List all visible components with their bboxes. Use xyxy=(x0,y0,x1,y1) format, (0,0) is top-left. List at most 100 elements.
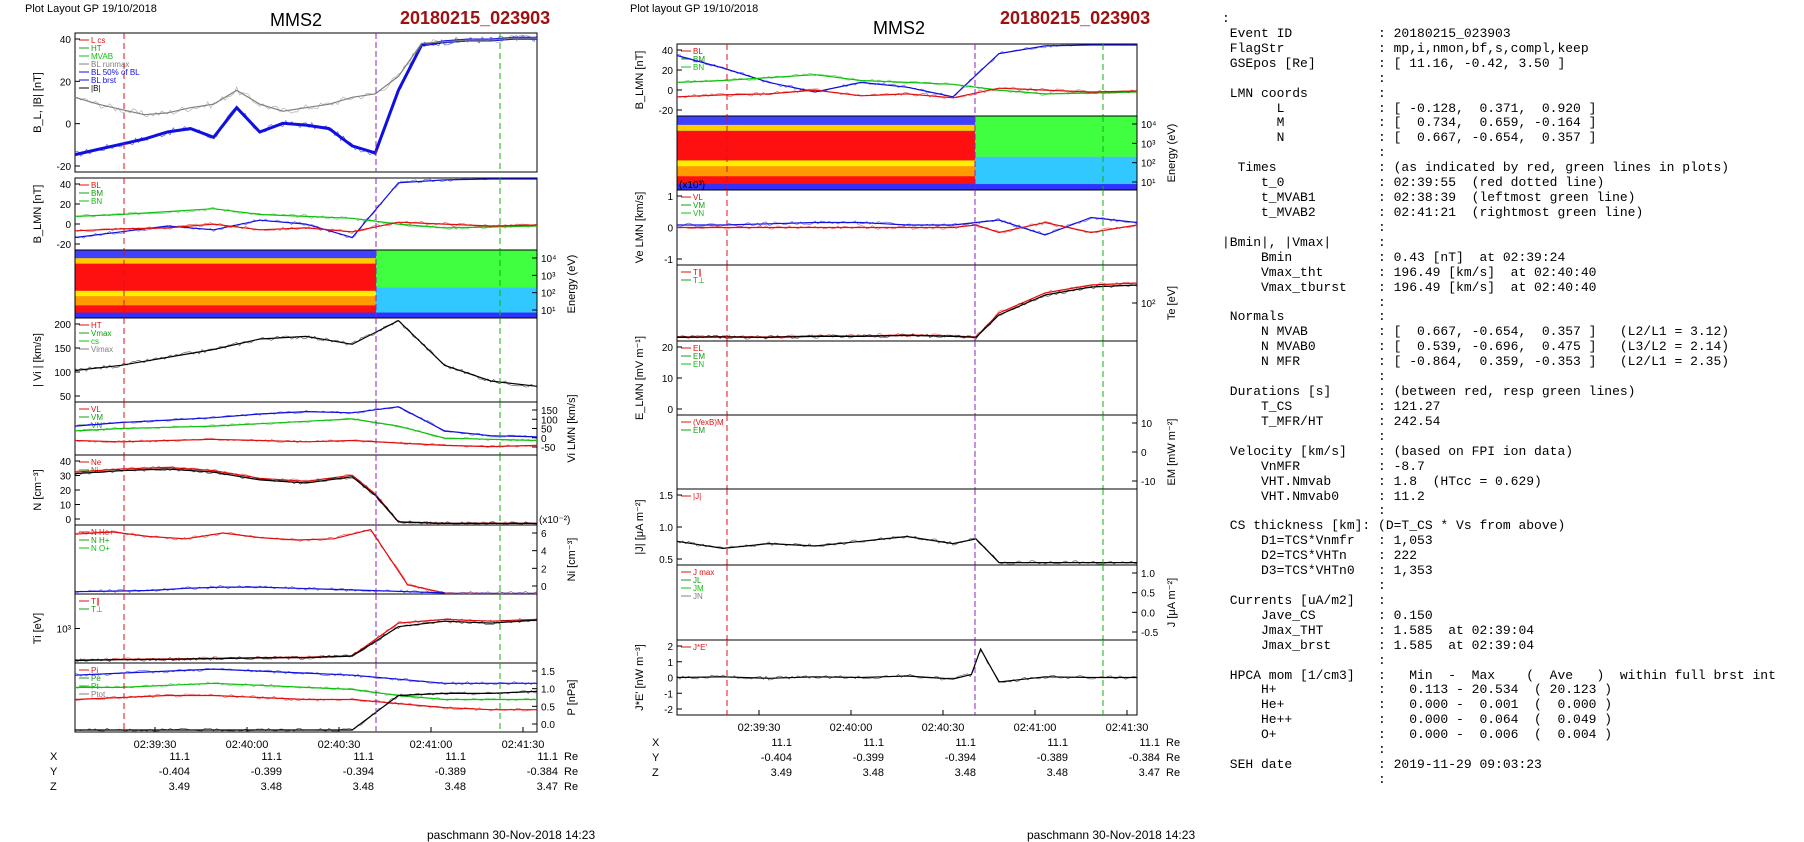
coord-value: 11.1 xyxy=(955,736,976,749)
info-line: Vmax_tht : 196.49 [km/s] at 02:40:40 xyxy=(1261,264,1597,280)
right-footer: paschmann 30-Nov-2018 14:23 xyxy=(1027,828,1196,842)
info-line: : xyxy=(1222,11,1230,26)
coord-value: 3.48 xyxy=(260,780,282,793)
series-line xyxy=(74,36,537,157)
info-line: : xyxy=(1378,145,1386,161)
series-noise xyxy=(74,319,538,388)
spectrogram-band xyxy=(75,305,537,316)
info-line: CS thickness [km]: (D=T_CS * Vs from abo… xyxy=(1229,518,1566,534)
series-line xyxy=(74,438,538,448)
series-line xyxy=(74,694,537,711)
info-line: Bmin : 0.43 [nT] at 02:39:24 xyxy=(1261,249,1566,265)
x-tick-label: 02:39:30 xyxy=(134,739,177,751)
x-tick-label: 02:41:00 xyxy=(1014,722,1057,734)
info-line: : xyxy=(1378,652,1386,668)
y-tick-label: 20 xyxy=(662,343,674,354)
y-tick-label: 0 xyxy=(667,405,673,416)
series-line xyxy=(676,647,1137,683)
legend-label: VN xyxy=(91,421,102,430)
info-line: T_MFR/HT : 242.54 xyxy=(1261,413,1441,429)
y-tick-label-right: 4 xyxy=(541,547,547,558)
coord-label: Y xyxy=(50,765,58,778)
legend-label: JN xyxy=(693,592,703,601)
x-tick-label: 02:40:30 xyxy=(318,739,361,751)
info-line: LMN coords : xyxy=(1229,85,1386,101)
series-noise xyxy=(676,44,1138,99)
info-line: VHT.Nmvab : 1.8 (HTcc = 0.629) xyxy=(1261,473,1542,489)
y-tick-label: 50 xyxy=(60,392,72,403)
coord-value: 3.48 xyxy=(954,766,976,779)
coord-value: -0.399 xyxy=(250,765,282,778)
y-tick-label: 1 xyxy=(667,658,673,669)
series-line xyxy=(676,535,1137,564)
legend-label: BN xyxy=(693,63,704,72)
coord-label: X xyxy=(652,736,660,749)
y-tick-label: 20 xyxy=(662,66,674,77)
right-coord-table: X 11.1 11.1 11.1 11.1 11.1 Re Y -0.404 -… xyxy=(652,735,1180,780)
info-line: L : [ -0.128, 0.371, 0.920 ] xyxy=(1276,100,1597,116)
panel-frame xyxy=(74,593,538,664)
series-noise xyxy=(74,690,538,732)
y-axis-label: B_LMN [nT] xyxy=(32,185,44,244)
series-line xyxy=(74,618,538,661)
series-noise xyxy=(74,693,538,712)
series-noise xyxy=(74,529,538,594)
spectrogram-edge xyxy=(75,258,376,264)
legend-label: HT xyxy=(91,44,102,53)
info-line: N MVAB0 : [ 0.539, -0.696, 0.475 ] (L3/L… xyxy=(1261,339,1730,355)
info-line: He++ : 0.000 - 0.064 ( 0.049 ) xyxy=(1261,712,1613,728)
panel-frame xyxy=(676,43,1138,117)
y-axis-label: B_LMN [nT] xyxy=(634,51,646,110)
spectrogram-edge xyxy=(677,124,975,131)
spectrogram-floor xyxy=(75,312,537,318)
info-line: Currents [uA/m2] : xyxy=(1229,592,1386,608)
legend-label: N H+ xyxy=(91,536,110,545)
series-noise xyxy=(676,650,1138,683)
x-tick-label: 02:41:30 xyxy=(1106,722,1149,734)
spectrogram-region xyxy=(975,116,1137,157)
y-tick-label: 30 xyxy=(60,472,72,483)
y-axis-label-right: Ni [cm⁻³] xyxy=(566,538,578,582)
axis-exponent: (x10⁻²) xyxy=(539,515,570,526)
left-plot-header: Plot Layout GP 19/10/2018 xyxy=(25,3,157,15)
y-axis-label: | Vi | [km/s] xyxy=(32,333,44,387)
coord-label: Z xyxy=(652,766,659,779)
info-line: t_MVAB2 : 02:41:21 (rightmost green line… xyxy=(1261,204,1644,220)
y-axis-label-right: Vi LMN [km/s] xyxy=(566,394,578,462)
panel-frame xyxy=(676,414,1138,490)
legend-label: cs xyxy=(91,337,99,346)
info-line: M : [ 0.734, 0.659, -0.164 ] xyxy=(1276,115,1597,131)
y-axis-label: Ve LMN [km/s] xyxy=(634,192,646,264)
info-line: t_MVAB1 : 02:38:39 (leftmost green line) xyxy=(1261,190,1636,206)
coord-value: 11.1 xyxy=(863,736,884,749)
info-line: HPCA mom [1/cm3] : Min - Max ( Ave ) wit… xyxy=(1229,667,1776,683)
y-tick-label-right: 6 xyxy=(541,529,547,540)
info-line: N MFR : [ -0.864, 0.359, -0.353 ] (L2/L1… xyxy=(1261,354,1730,370)
panel-frame xyxy=(74,454,538,526)
y-axis-label-right: P [nPa] xyxy=(566,680,578,716)
x-tick-label: 02:40:00 xyxy=(830,722,873,734)
left-spacecraft-title: MMS2 xyxy=(270,10,323,30)
legend-label: VN xyxy=(693,209,704,218)
legend-label: Pi xyxy=(91,666,98,675)
coord-row: Y -0.404 -0.399 -0.394 -0.389 -0.384 Re xyxy=(652,750,1180,765)
y-tick-label-right: 0.5 xyxy=(1141,589,1155,600)
legend-label: EM xyxy=(693,426,705,435)
spectrogram-core xyxy=(75,263,376,291)
series-line xyxy=(676,44,1137,98)
coord-unit: Re xyxy=(1166,736,1181,749)
info-line: Times : (as indicated by red, green line… xyxy=(1237,160,1730,176)
y-tick-label-right: 0.0 xyxy=(541,720,555,731)
legend-label: BL 50% of BL xyxy=(91,68,140,77)
legend-label: J max xyxy=(693,568,714,577)
info-line: VnMFR : -8.7 xyxy=(1261,458,1425,474)
y-tick-label: -20 xyxy=(659,106,674,117)
info-line: Jmax_brst : 1.585 at 02:39:04 xyxy=(1261,637,1535,653)
series-noise xyxy=(75,585,538,594)
left-event-title: 20180215_023903 xyxy=(400,8,551,28)
y-tick-label: 20 xyxy=(60,200,72,211)
coord-unit: Re xyxy=(564,780,579,793)
panel-frame xyxy=(74,32,538,173)
y-axis-label: Ti [eV] xyxy=(32,613,44,644)
coord-value: -0.404 xyxy=(760,751,792,764)
